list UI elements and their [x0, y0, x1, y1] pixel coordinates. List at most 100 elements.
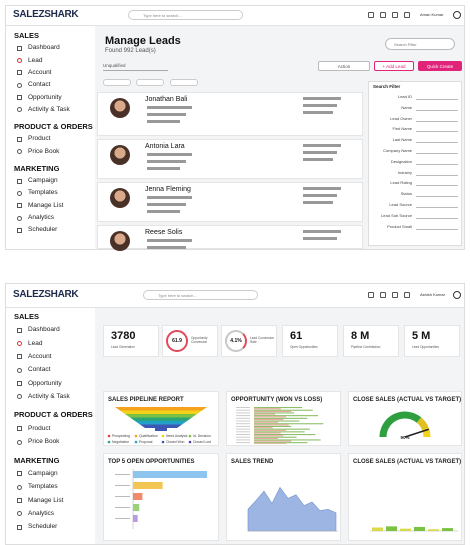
header-icon[interactable] — [404, 12, 410, 18]
lead-name[interactable]: Jenna Fleming — [145, 186, 191, 193]
nav-item[interactable]: Analytics — [28, 509, 55, 517]
legend-label: Need Analysis — [166, 434, 188, 438]
search-box[interactable]: Type here to search... — [143, 290, 258, 300]
bar — [133, 493, 143, 500]
nav-item[interactable]: Product — [28, 135, 51, 143]
nav-icon — [17, 70, 22, 76]
nav-item[interactable]: Opportunity — [28, 93, 62, 101]
axis-label-line — [236, 431, 250, 433]
filter-input[interactable] — [416, 207, 458, 208]
lead-name[interactable]: Jonathan Bali — [145, 96, 188, 103]
tab[interactable] — [136, 79, 164, 86]
info-line — [303, 187, 341, 190]
user-name: Aman Kumar — [420, 12, 444, 17]
info-line — [147, 239, 192, 242]
legend-label: Prospecting — [112, 434, 130, 438]
header-icon[interactable] — [404, 292, 410, 298]
filter-input[interactable] — [416, 131, 458, 133]
nav-item[interactable]: Analytics — [28, 214, 55, 222]
axis-label-line — [236, 425, 250, 427]
bar — [254, 442, 308, 444]
header-icon[interactable] — [368, 12, 374, 18]
nav-item[interactable]: Campaign — [28, 469, 58, 477]
filter-pill[interactable]: Search Filter — [385, 38, 455, 50]
bar — [372, 527, 383, 531]
nav-item[interactable]: Account — [28, 68, 52, 76]
nav-item[interactable]: Product — [28, 424, 51, 432]
header-icon[interactable] — [380, 12, 386, 18]
kpi-label: Lead Generation — [111, 345, 135, 349]
filter-input[interactable] — [416, 120, 458, 122]
axis-label-line — [236, 434, 250, 435]
info-line — [147, 196, 192, 199]
nav-item[interactable]: Dashboard — [28, 326, 60, 334]
kpi-value: 5 M — [412, 330, 431, 342]
legend-label: Negotiation — [112, 440, 129, 444]
user-name: Ashish Kumar — [420, 292, 445, 297]
nav-item[interactable]: Templates — [28, 483, 58, 491]
bar — [442, 528, 453, 531]
nav-item[interactable]: Manage List — [28, 201, 64, 209]
header-icon[interactable] — [392, 12, 398, 18]
button[interactable]: + Add Lead — [374, 61, 414, 71]
bar — [254, 421, 278, 423]
nav-item[interactable]: Activity & Task — [28, 105, 70, 113]
nav-item[interactable]: Scheduler — [28, 226, 58, 234]
button[interactable]: Action — [318, 61, 370, 71]
axis-label-line — [236, 415, 250, 417]
lead-name[interactable]: Antonia Lara — [145, 143, 185, 150]
filter-input[interactable] — [416, 196, 458, 198]
lead-name[interactable]: Reese Solis — [145, 229, 183, 236]
bar — [254, 437, 278, 439]
nav-item[interactable]: Lead — [28, 339, 43, 347]
filter-input[interactable] — [416, 228, 458, 230]
nav-item[interactable]: Templates — [28, 189, 58, 197]
filter-input[interactable] — [416, 174, 458, 176]
nav-item[interactable]: Price Book — [28, 147, 60, 155]
filter-input[interactable] — [416, 109, 458, 111]
bar — [254, 436, 297, 438]
bar — [254, 415, 318, 417]
nav-item[interactable]: Activity & Task — [28, 392, 70, 400]
axis-label-line — [236, 442, 250, 444]
info-line — [303, 237, 337, 240]
nav-item[interactable]: Dashboard — [28, 44, 60, 52]
tab[interactable] — [103, 79, 131, 86]
nav-item[interactable]: Contact — [28, 366, 51, 374]
nav-item[interactable]: Contact — [28, 81, 51, 89]
kpi-value: 3780 — [111, 330, 136, 342]
nav-item[interactable]: Lead — [28, 56, 43, 64]
nav-item[interactable]: Opportunity — [28, 379, 62, 387]
bar — [254, 412, 294, 414]
bar — [254, 427, 273, 429]
bar — [254, 413, 276, 415]
bar — [254, 429, 286, 431]
filter-input[interactable] — [416, 185, 458, 187]
view-select[interactable]: Unqualified — [103, 61, 168, 71]
header-icon[interactable] — [380, 292, 386, 298]
filter-input[interactable] — [416, 153, 458, 154]
filter-input[interactable] — [416, 217, 458, 219]
filter-input[interactable] — [416, 99, 458, 100]
nav-item[interactable]: Scheduler — [28, 523, 58, 531]
bar — [254, 431, 305, 433]
nav-icon — [17, 215, 22, 221]
nav-item[interactable]: Account — [28, 352, 52, 360]
filter-label: Lead Source — [389, 202, 412, 207]
nav-item[interactable]: Campaign — [28, 177, 58, 185]
tab[interactable] — [170, 79, 198, 86]
avatar — [110, 98, 130, 118]
axis-label-line — [236, 436, 250, 438]
search-box[interactable]: Type here to search... — [128, 10, 243, 20]
filter-input[interactable] — [416, 163, 458, 165]
filter-input[interactable] — [416, 142, 458, 144]
nav-item[interactable]: Price Book — [28, 438, 60, 446]
button[interactable]: Quick Create — [418, 61, 462, 71]
info-line — [303, 194, 337, 197]
gauge-arc — [379, 411, 422, 438]
header-icon[interactable] — [392, 292, 398, 298]
header-icon[interactable] — [368, 292, 374, 298]
legend-label: Qualification — [139, 434, 158, 438]
chart-card — [348, 453, 462, 541]
nav-item[interactable]: Manage List — [28, 496, 64, 504]
